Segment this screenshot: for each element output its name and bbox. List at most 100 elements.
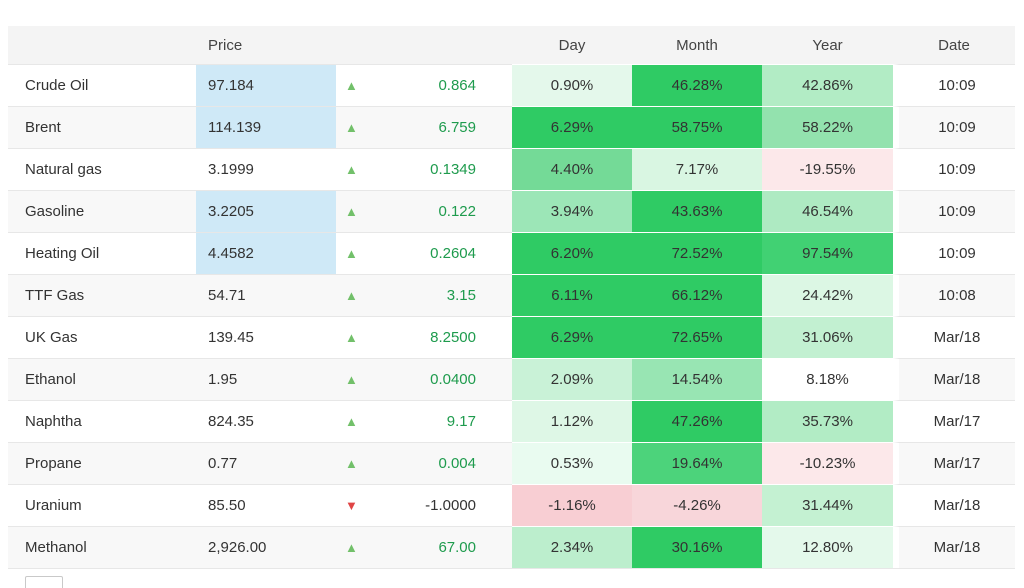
table-header-row: Price Day Month Year Date	[8, 26, 1015, 64]
year-change-cell: -10.23%	[762, 442, 893, 484]
header-day: Day	[558, 36, 586, 54]
commodity-name-link[interactable]: UK Gas	[8, 316, 196, 358]
commodity-name-link[interactable]: Uranium	[8, 484, 196, 526]
up-arrow-icon: ▲	[345, 456, 358, 471]
arrow-cell: ▲	[336, 442, 390, 484]
up-arrow-icon: ▲	[345, 162, 358, 177]
date-cell: 10:09	[893, 64, 1015, 106]
table-row: Crude Oil 97.184 ▲ 0.864 0.90% 46.28% 42…	[8, 64, 1015, 106]
date-cell: 10:09	[893, 190, 1015, 232]
year-change-cell: -19.55%	[762, 148, 893, 190]
commodity-name-link[interactable]: Crude Oil	[8, 64, 196, 106]
cutoff-footer-button[interactable]	[25, 576, 63, 588]
arrow-cell: ▲	[336, 316, 390, 358]
month-change-cell: 43.63%	[632, 190, 762, 232]
arrow-cell: ▲	[336, 106, 390, 148]
header-change	[390, 26, 512, 64]
change-cell: 3.15	[390, 274, 512, 316]
table-row: Gasoline 3.2205 ▲ 0.122 3.94% 43.63% 46.…	[8, 190, 1015, 232]
month-change-cell: 66.12%	[632, 274, 762, 316]
year-change-cell: 58.22%	[762, 106, 893, 148]
down-arrow-icon: ▼	[345, 498, 358, 513]
date-cell: 10:09	[893, 148, 1015, 190]
arrow-cell: ▲	[336, 190, 390, 232]
header-name	[8, 26, 196, 64]
table-row: Ethanol 1.95 ▲ 0.0400 2.09% 14.54% 8.18%…	[8, 358, 1015, 400]
table-row: Brent 114.139 ▲ 6.759 6.29% 58.75% 58.22…	[8, 106, 1015, 148]
up-arrow-icon: ▲	[345, 120, 358, 135]
header-date: Date	[938, 36, 970, 54]
price-cell: 824.35	[196, 400, 336, 442]
date-cell: 10:09	[893, 232, 1015, 274]
table-row: Heating Oil 4.4582 ▲ 0.2604 6.20% 72.52%…	[8, 232, 1015, 274]
commodity-name-link[interactable]: TTF Gas	[8, 274, 196, 316]
table-row: Naphtha 824.35 ▲ 9.17 1.12% 47.26% 35.73…	[8, 400, 1015, 442]
table-body: Crude Oil 97.184 ▲ 0.864 0.90% 46.28% 42…	[8, 64, 1015, 568]
commodity-name-link[interactable]: Brent	[8, 106, 196, 148]
commodity-name-link[interactable]: Gasoline	[8, 190, 196, 232]
month-change-cell: 14.54%	[632, 358, 762, 400]
date-cell: Mar/18	[893, 526, 1015, 568]
date-cell: 10:08	[893, 274, 1015, 316]
up-arrow-icon: ▲	[345, 78, 358, 93]
day-change-cell: 6.29%	[512, 106, 632, 148]
price-cell: 1.95	[196, 358, 336, 400]
month-change-cell: 46.28%	[632, 64, 762, 106]
table-row: UK Gas 139.45 ▲ 8.2500 6.29% 72.65% 31.0…	[8, 316, 1015, 358]
year-change-cell: 35.73%	[762, 400, 893, 442]
day-change-cell: 2.09%	[512, 358, 632, 400]
change-cell: 0.2604	[390, 232, 512, 274]
date-cell: Mar/17	[893, 400, 1015, 442]
commodities-table: Price Day Month Year Date Crude Oil 97.1…	[8, 26, 1015, 569]
month-change-cell: 7.17%	[632, 148, 762, 190]
commodity-name-link[interactable]: Naphtha	[8, 400, 196, 442]
date-cell: Mar/18	[893, 358, 1015, 400]
year-change-cell: 31.44%	[762, 484, 893, 526]
commodity-name-link[interactable]: Natural gas	[8, 148, 196, 190]
table-row: Natural gas 3.1999 ▲ 0.1349 4.40% 7.17% …	[8, 148, 1015, 190]
commodity-name-link[interactable]: Propane	[8, 442, 196, 484]
day-change-cell: 0.53%	[512, 442, 632, 484]
year-change-cell: 31.06%	[762, 316, 893, 358]
commodity-name-link[interactable]: Methanol	[8, 526, 196, 568]
day-change-cell: 4.40%	[512, 148, 632, 190]
arrow-cell: ▼	[336, 484, 390, 526]
up-arrow-icon: ▲	[345, 330, 358, 345]
change-cell: 0.004	[390, 442, 512, 484]
month-change-cell: 58.75%	[632, 106, 762, 148]
change-cell: -1.0000	[390, 484, 512, 526]
change-cell: 67.00	[390, 526, 512, 568]
price-cell: 97.184	[196, 64, 336, 106]
up-arrow-icon: ▲	[345, 372, 358, 387]
table-row: Uranium 85.50 ▼ -1.0000 -1.16% -4.26% 31…	[8, 484, 1015, 526]
price-cell: 0.77	[196, 442, 336, 484]
up-arrow-icon: ▲	[345, 414, 358, 429]
month-change-cell: 30.16%	[632, 526, 762, 568]
month-change-cell: 47.26%	[632, 400, 762, 442]
day-change-cell: -1.16%	[512, 484, 632, 526]
header-price: Price	[208, 36, 243, 54]
arrow-cell: ▲	[336, 526, 390, 568]
up-arrow-icon: ▲	[345, 246, 358, 261]
date-cell: Mar/18	[893, 484, 1015, 526]
change-cell: 9.17	[390, 400, 512, 442]
arrow-cell: ▲	[336, 148, 390, 190]
arrow-cell: ▲	[336, 274, 390, 316]
month-change-cell: 72.65%	[632, 316, 762, 358]
price-cell: 3.1999	[196, 148, 336, 190]
day-change-cell: 3.94%	[512, 190, 632, 232]
change-cell: 0.1349	[390, 148, 512, 190]
year-change-cell: 12.80%	[762, 526, 893, 568]
arrow-cell: ▲	[336, 358, 390, 400]
price-cell: 139.45	[196, 316, 336, 358]
year-change-cell: 24.42%	[762, 274, 893, 316]
arrow-cell: ▲	[336, 232, 390, 274]
change-cell: 0.0400	[390, 358, 512, 400]
table-row: Methanol 2,926.00 ▲ 67.00 2.34% 30.16% 1…	[8, 526, 1015, 568]
commodity-name-link[interactable]: Heating Oil	[8, 232, 196, 274]
date-cell: Mar/18	[893, 316, 1015, 358]
commodity-name-link[interactable]: Ethanol	[8, 358, 196, 400]
up-arrow-icon: ▲	[345, 204, 358, 219]
day-change-cell: 0.90%	[512, 64, 632, 106]
arrow-cell: ▲	[336, 64, 390, 106]
